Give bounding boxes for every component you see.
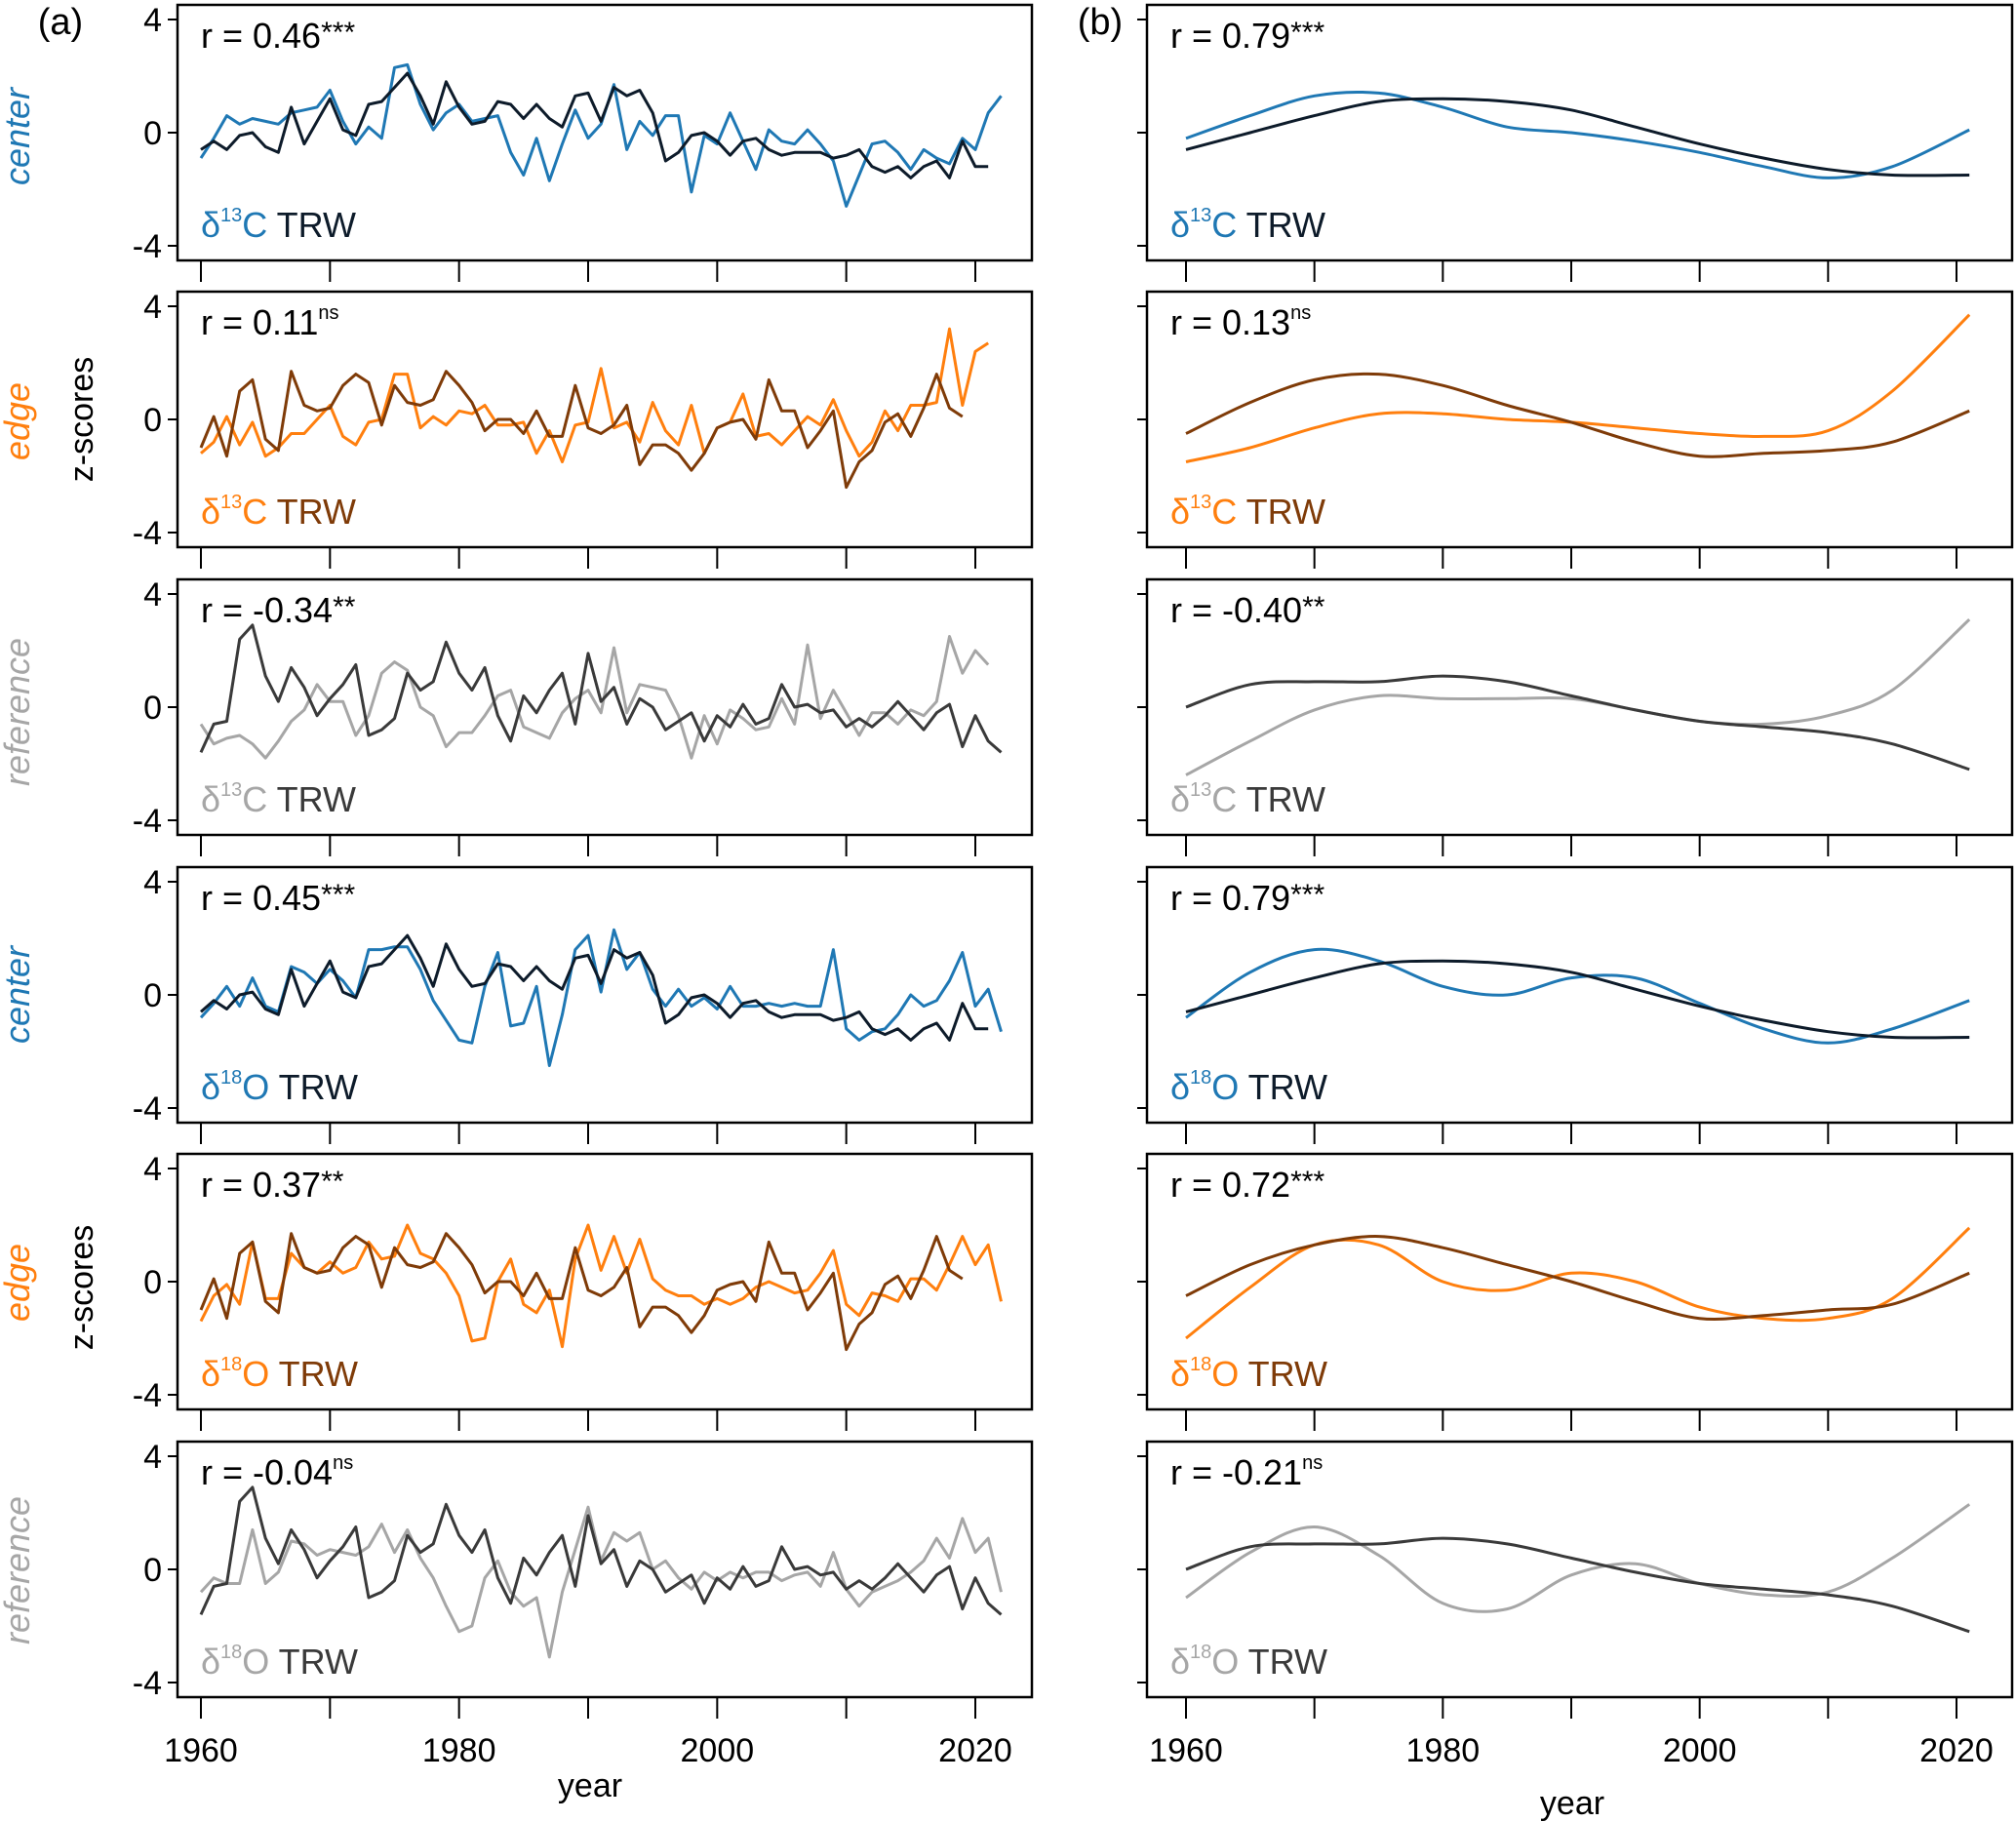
- series-legend: δ18O TRW: [201, 1354, 358, 1394]
- row-label-reference: reference: [0, 638, 37, 786]
- x-tick-label: 2000: [681, 1732, 755, 1769]
- x-tick-label: 1980: [422, 1732, 496, 1769]
- series-line-trw: [200, 71, 989, 179]
- series-legend: δ18O TRW: [1170, 1642, 1327, 1682]
- series-line-trw: [200, 933, 989, 1042]
- panel-b-row-1: r = 0.79*** δ13C TRW: [1137, 3, 2014, 282]
- correlation-label: r = 0.11ns: [201, 302, 339, 342]
- y-tick-label: 0: [143, 1264, 162, 1301]
- panel-a-row-3: -4 0 4 r = -0.34** δ13C TRW: [133, 576, 1034, 856]
- panel-a-row-1: -4 0 4 r = 0.46*** δ13C TRW: [133, 2, 1034, 282]
- panel-b-row-3: r = -0.40** δ13C TRW: [1137, 577, 2014, 856]
- series-line-trw: [1185, 1235, 1970, 1321]
- correlation-label: r = 0.79***: [1170, 16, 1324, 56]
- series-line-isotope: [1185, 947, 1970, 1045]
- y-tick-label: 4: [143, 864, 162, 901]
- y-tick-label: 0: [143, 1552, 162, 1589]
- correlation-label: r = 0.72***: [1170, 1165, 1324, 1205]
- correlation-label: r = 0.45***: [201, 878, 355, 918]
- series-line-isotope: [199, 928, 1003, 1067]
- row-label-reference: reference: [0, 1496, 37, 1644]
- panel-b-row-4: r = 0.79*** δ18O TRW: [1137, 865, 2014, 1144]
- row-label-center: center: [0, 86, 37, 185]
- panel-a-row-6: -4 0 4 1960 1980 2000 2020 r = -0.04ns δ18O TRW: [133, 1439, 1034, 1769]
- y-tick-label: 0: [143, 115, 162, 152]
- x-tick-label: 2020: [938, 1732, 1012, 1769]
- y-tick-label: 4: [143, 576, 162, 614]
- panel-b-row-5: r = 0.72*** δ18O TRW: [1137, 1152, 2014, 1431]
- series-line-trw: [199, 370, 964, 490]
- correlation-label: r = 0.79***: [1170, 878, 1324, 918]
- series-line-trw: [1185, 372, 1970, 458]
- series-line-isotope: [199, 62, 1003, 208]
- panel-tag-a: (a): [38, 2, 83, 43]
- y-tick-label: 0: [143, 402, 162, 439]
- series-legend: δ18O TRW: [201, 1642, 358, 1682]
- y-tick-label: -4: [133, 1665, 162, 1702]
- series-line-trw: [1185, 959, 1970, 1040]
- series-legend: δ13C TRW: [1170, 779, 1325, 819]
- x-axis-title-a: year: [558, 1767, 622, 1804]
- series-legend: δ18O TRW: [1170, 1067, 1327, 1107]
- series-line-trw: [199, 1232, 964, 1352]
- y-tick-label: 4: [143, 289, 162, 326]
- correlation-label: r = -0.21ns: [1170, 1452, 1323, 1492]
- y-tick-label: -4: [133, 515, 162, 552]
- correlation-label: r = -0.40**: [1170, 590, 1325, 630]
- series-line-trw: [199, 623, 1003, 754]
- y-tick-label: -4: [133, 1377, 162, 1414]
- x-tick-label: 1980: [1406, 1732, 1481, 1769]
- row-label-edge: edge: [0, 382, 37, 460]
- series-line-trw: [1185, 97, 1970, 178]
- series-line-isotope: [1185, 1503, 1971, 1613]
- x-tick-label: 1960: [164, 1732, 238, 1769]
- correlation-label: r = 0.37**: [201, 1165, 344, 1205]
- series-legend: δ18O TRW: [201, 1067, 358, 1107]
- series-legend: δ13C TRW: [201, 205, 356, 245]
- x-tick-label: 2000: [1663, 1732, 1737, 1769]
- panel-a-row-4: -4 0 4 r = 0.45*** δ18O TRW: [133, 864, 1034, 1144]
- series-line-isotope: [1185, 617, 1971, 776]
- x-axis-title-b: year: [1540, 1785, 1604, 1822]
- panel-b-row-6: 1960 1980 2000 2020 r = -0.21ns δ18O TRW: [1137, 1440, 2014, 1769]
- y-tick-label: 0: [143, 977, 162, 1014]
- y-tick-label: -4: [133, 228, 162, 265]
- correlation-label: r = 0.13ns: [1170, 302, 1311, 342]
- series-line-isotope: [1185, 313, 1971, 463]
- x-tick-label: 2020: [1919, 1732, 1994, 1769]
- panel-a-row-5: -4 0 4 r = 0.37** δ18O TRW: [133, 1151, 1034, 1431]
- series-line-trw: [199, 1485, 1003, 1616]
- series-line-isotope: [199, 1223, 1003, 1349]
- panel-b-row-2: r = 0.13ns δ13C TRW: [1137, 290, 2014, 569]
- correlation-label: r = 0.46***: [201, 16, 355, 56]
- y-tick-label: -4: [133, 1090, 162, 1128]
- series-legend: δ18O TRW: [1170, 1354, 1327, 1394]
- y-tick-label: 0: [143, 690, 162, 727]
- series-legend: δ13C TRW: [1170, 205, 1325, 245]
- y-tick-label: -4: [133, 803, 162, 840]
- correlation-label: r = -0.04ns: [201, 1452, 353, 1492]
- series-line-isotope: [200, 327, 990, 463]
- row-label-center: center: [0, 944, 37, 1044]
- y-axis-title-upper: z-scores: [63, 357, 100, 482]
- series-legend: δ13C TRW: [201, 492, 356, 532]
- series-line-isotope: [1185, 90, 1970, 179]
- series-line-trw: [1185, 674, 1970, 772]
- y-tick-label: 4: [143, 2, 162, 39]
- y-tick-label: 4: [143, 1151, 162, 1188]
- y-tick-label: 4: [143, 1439, 162, 1476]
- row-label-edge: edge: [0, 1244, 37, 1322]
- series-line-isotope: [199, 635, 990, 760]
- series-line-trw: [1185, 1536, 1970, 1634]
- series-legend: δ13C TRW: [1170, 492, 1325, 532]
- correlation-label: r = -0.34**: [201, 590, 356, 630]
- panel-tag-b: (b): [1078, 2, 1123, 43]
- panel-a-row-2: -4 0 4 r = 0.11ns δ13C TRW: [133, 289, 1034, 569]
- x-tick-label: 1960: [1149, 1732, 1223, 1769]
- y-axis-title-lower: z-scores: [63, 1225, 100, 1350]
- series-legend: δ13C TRW: [201, 779, 356, 819]
